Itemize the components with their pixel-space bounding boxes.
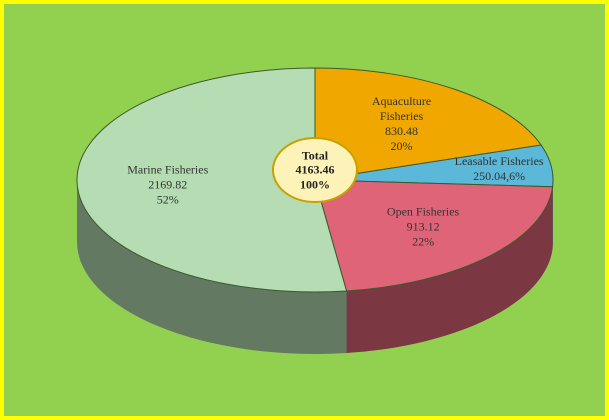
total-value: 4163.46 [295,162,335,177]
slice-label: Leasable Fisheries 250.04,6% [454,154,544,184]
slice-name: Marine Fisheries [127,162,209,177]
total-label: Total 4163.46 100% [296,148,335,191]
slice-name: Leasable Fisheries [454,153,544,168]
total-badge [272,137,358,203]
slice [314,179,554,292]
slice-side [77,180,347,354]
slice-value: 250.04,6% [473,168,526,183]
slice-value: 830.48 20% [385,123,419,153]
slice-label: Aquaculture Fisheries 830.48 20% [357,94,447,154]
pie [76,67,554,354]
slice [314,67,542,181]
total-title: Total [301,148,329,163]
slice-side [346,186,553,354]
slice-value: 2169.82 52% [148,177,188,207]
slice-label: Marine Fisheries 2169.82 52% [103,162,233,207]
slice-label: Open Fisheries 913.12 22% [378,205,468,250]
slice-value: 913.12 22% [406,219,440,249]
slice-name: Aquaculture Fisheries [371,93,432,123]
slice [76,67,348,293]
slice-name: Open Fisheries [386,204,460,219]
total-percent: 100% [300,177,330,192]
